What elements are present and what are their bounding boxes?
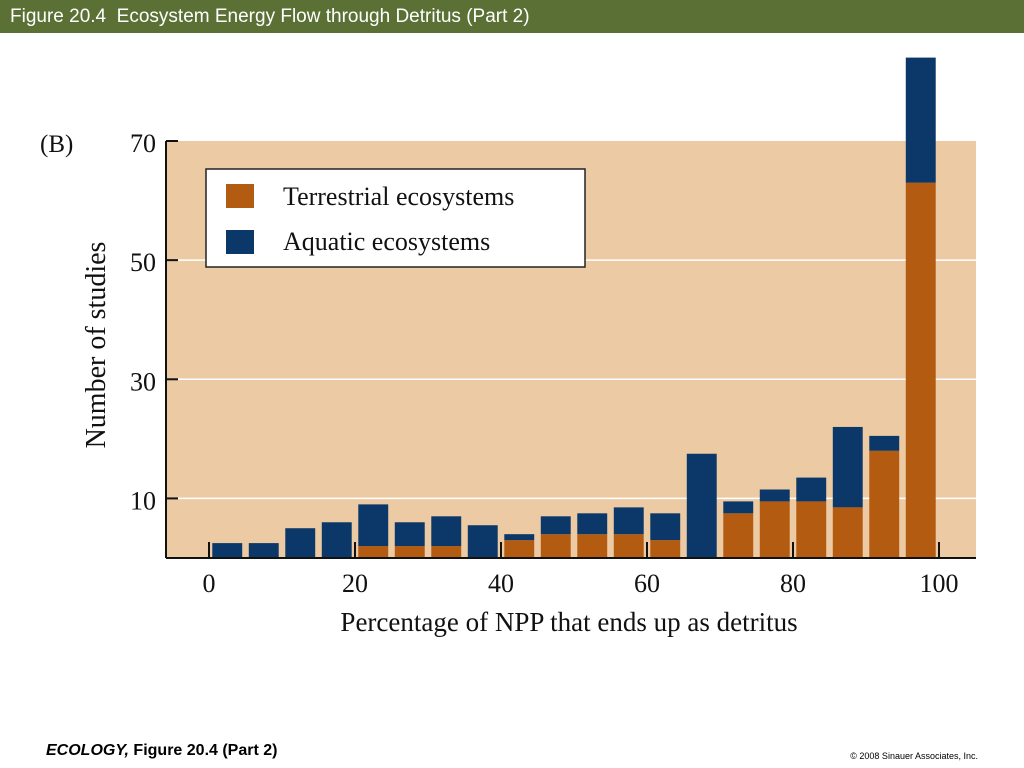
legend-label-aquatic: Aquatic ecosystems (283, 227, 490, 256)
y-tick-label: 70 (130, 129, 156, 158)
bar-aquatic (832, 426, 863, 508)
legend: Terrestrial ecosystems Aquatic ecosystem… (205, 168, 586, 268)
axes (165, 141, 976, 559)
bar-terrestrial (431, 546, 462, 558)
legend-label-terrestrial: Terrestrial ecosystems (283, 182, 514, 211)
bar-terrestrial (358, 546, 389, 558)
y-tick-label: 10 (130, 486, 156, 515)
bar-terrestrial (650, 540, 681, 558)
bar-aquatic (759, 489, 790, 502)
bar-terrestrial (869, 450, 900, 558)
bar-terrestrial (613, 534, 644, 558)
legend-swatch-terrestrial (226, 184, 254, 208)
bar-aquatic (905, 57, 936, 183)
bar-aquatic (796, 477, 827, 502)
y-tick-label: 50 (130, 248, 156, 277)
bar-aquatic (248, 543, 279, 558)
bar-terrestrial (394, 546, 425, 558)
bar-aquatic (504, 534, 535, 541)
legend-swatch-aquatic (226, 230, 254, 254)
bar-terrestrial (723, 513, 754, 558)
footer-figure-ref: Figure 20.4 (Part 2) (128, 742, 278, 759)
copyright-notice: © 2008 Sinauer Associates, Inc. (850, 751, 978, 761)
x-tick-label: 60 (634, 569, 660, 598)
bar-aquatic (869, 435, 900, 451)
bar-aquatic (686, 453, 717, 558)
stacked-bar-chart: 0 20 40 60 80 100 10 30 50 70 (B) Percentage of … (40, 57, 976, 637)
bars (212, 57, 936, 558)
x-tick-label: 80 (780, 569, 806, 598)
bar-aquatic (723, 501, 754, 514)
bar-aquatic (540, 516, 571, 535)
bar-aquatic (212, 543, 243, 558)
bar-aquatic (431, 516, 462, 547)
x-ticks: 0 20 40 60 80 100 (203, 542, 959, 598)
footer-book-title: ECOLOGY, (46, 742, 129, 759)
bar-terrestrial (504, 540, 535, 558)
legend-box (205, 168, 586, 268)
y-ticks: 10 30 50 70 (130, 129, 178, 515)
slide-title: Figure 20.4 Ecosystem Energy Flow throug… (0, 0, 1024, 33)
footer-citation: ECOLOGY, Figure 20.4 (Part 2) (46, 742, 277, 760)
bar-aquatic (650, 513, 681, 541)
bar-aquatic (321, 522, 352, 558)
bar-aquatic (394, 522, 425, 547)
bar-aquatic (577, 513, 608, 535)
x-axis-label: Percentage of NPP that ends up as detrit… (340, 607, 797, 637)
bar-terrestrial (905, 182, 936, 558)
x-tick-label: 20 (342, 569, 368, 598)
bar-aquatic (467, 525, 498, 558)
y-axis-label: Number of studies (81, 242, 112, 449)
bar-terrestrial (796, 501, 827, 558)
bar-terrestrial (759, 501, 790, 558)
x-tick-label: 40 (488, 569, 514, 598)
y-tick-label: 30 (130, 367, 156, 396)
x-tick-label: 0 (203, 569, 216, 598)
x-tick-label: 100 (920, 569, 959, 598)
panel-label: (B) (40, 131, 73, 158)
bar-aquatic (613, 507, 644, 535)
bar-aquatic (285, 528, 316, 558)
bar-aquatic (358, 504, 389, 547)
bar-terrestrial (540, 534, 571, 558)
bar-terrestrial (832, 507, 863, 558)
bar-terrestrial (577, 534, 608, 558)
